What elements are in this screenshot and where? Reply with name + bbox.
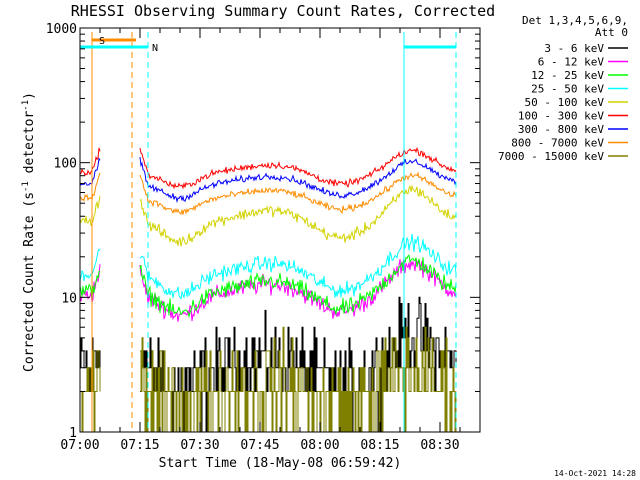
x-tick-label: 08:30 [420, 438, 459, 453]
flag-label-S: S [99, 36, 105, 47]
flag-label-N: N [152, 43, 158, 54]
x-tick-label: 07:30 [180, 438, 219, 453]
series-line-25to50keV [140, 233, 457, 300]
y-tick-label: 1000 [46, 22, 77, 37]
x-tick-label: 08:15 [360, 438, 399, 453]
series-line-300to800keV [79, 157, 101, 186]
legend-entry-label: 300 - 800 keV [518, 123, 604, 136]
y-axis-label: Corrected Count Rate (s-1 detector-1) [21, 92, 37, 372]
legend-entry-label: 50 - 100 keV [525, 96, 605, 109]
series-line-12to25keV [79, 270, 101, 300]
legend-entry-label: 12 - 25 keV [531, 69, 604, 82]
plot-frame [79, 27, 481, 433]
x-tick-label: 07:15 [120, 438, 159, 453]
legend-entry-label: 100 - 300 keV [518, 110, 604, 123]
series-line-12to25keV [139, 254, 457, 319]
series-line-100to300keV [139, 146, 457, 190]
x-axis-label: Start Time (18-May-08 06:59:42) [159, 456, 402, 471]
series-line-25to50keV [79, 248, 101, 282]
x-tick-label: 07:45 [240, 438, 279, 453]
legend-entry-label: 25 - 50 keV [531, 83, 604, 96]
series-line-800to7000keV [139, 171, 457, 215]
y-tick-label: 1 [69, 426, 77, 441]
x-tick-label: 07:00 [60, 438, 99, 453]
timestamp: 14-Oct-2021 14:28 [554, 469, 636, 478]
series-line-100to300keV [79, 147, 101, 177]
series-line-50to100keV [79, 195, 101, 226]
legend-entry-label: 6 - 12 keV [538, 56, 605, 69]
legend-header: Det 1,3,4,5,6,9, [522, 14, 628, 27]
y-tick-label: 10 [61, 291, 77, 306]
x-tick-label: 08:00 [300, 438, 339, 453]
chart-title: RHESSI Observing Summary Count Rates, Co… [71, 2, 495, 20]
series-line-800to7000keV [79, 172, 101, 202]
y-tick-label: 100 [54, 157, 77, 172]
series-line-6to12keV [79, 264, 101, 303]
legend-entry-label: 800 - 7000 keV [511, 137, 604, 150]
series-line-50to100keV [139, 184, 457, 247]
legend-entry-label: 7000 - 15000 keV [498, 150, 604, 163]
series-line-300to800keV [139, 157, 457, 204]
legend-entry-label: 3 - 6 keV [544, 42, 604, 55]
legend-header: Att 0 [595, 26, 628, 39]
